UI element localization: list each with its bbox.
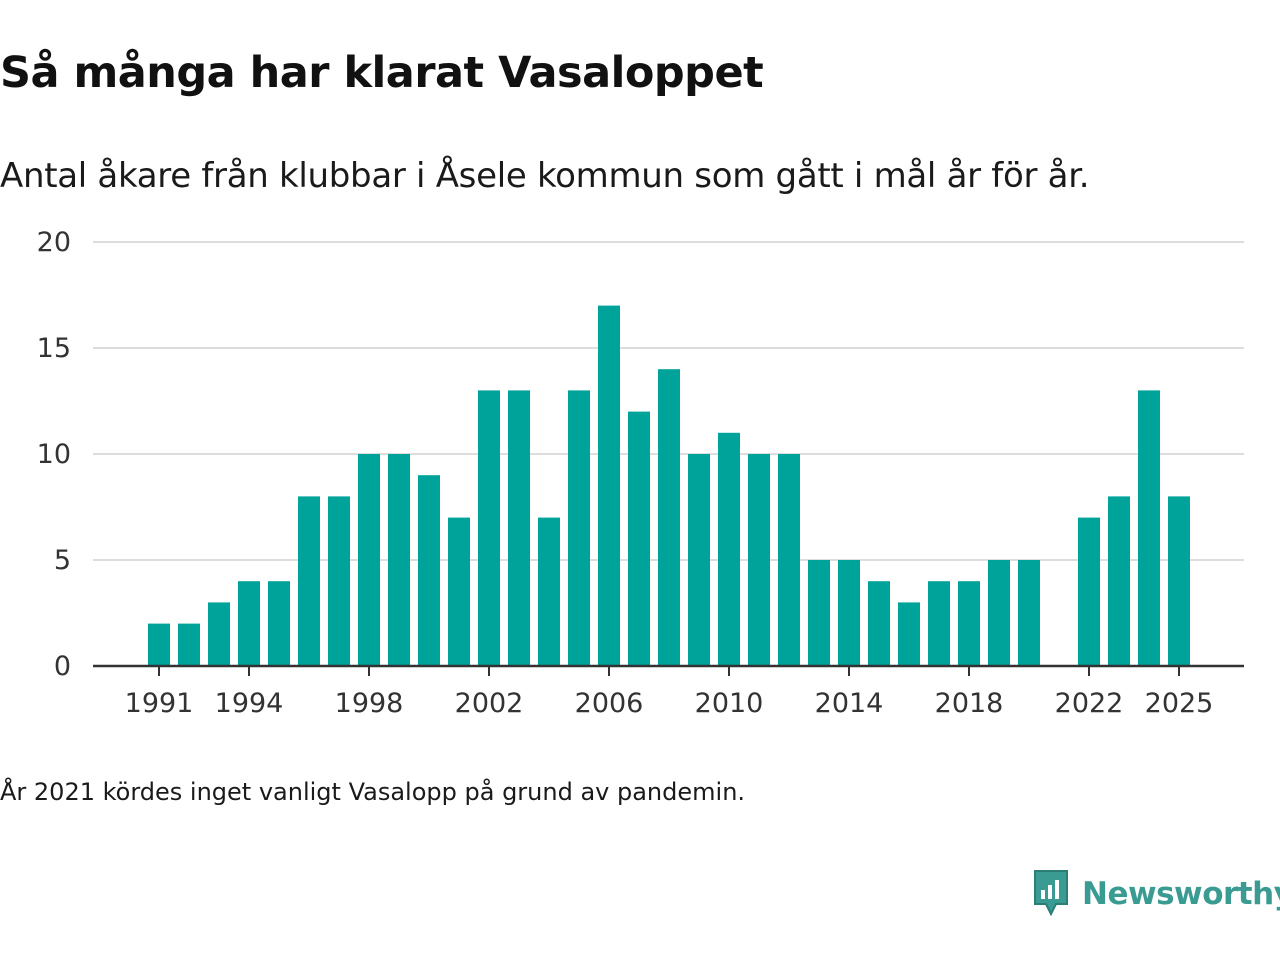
y-tick-label-0: 0 [54,651,71,682]
bar-1993 [208,602,230,666]
x-tick-label-2010: 2010 [695,688,764,719]
x-tick-label-2014: 2014 [815,688,884,719]
y-tick-label-20: 20 [37,227,71,258]
bar-1996 [298,496,320,666]
bar-2011 [748,454,770,666]
bar-2022 [1078,517,1100,666]
bar-2019 [988,560,1010,666]
bar-2018 [958,581,980,666]
bar-2005 [568,390,590,666]
y-tick-label-5: 5 [54,545,71,576]
bar-1991 [148,623,170,666]
bar-1995 [268,581,290,666]
bar-2017 [928,581,950,666]
x-tick-label-2022: 2022 [1055,688,1124,719]
bar-2015 [868,581,890,666]
x-tick-label-2025: 2025 [1145,688,1214,719]
bar-1998 [358,454,380,666]
newsworthy-logo-icon [1034,870,1068,917]
bar-2023 [1108,496,1130,666]
bar-2000 [418,475,440,666]
bar-1994 [238,581,260,666]
x-tick-label-2006: 2006 [575,688,644,719]
bar-1999 [388,454,410,666]
chart-subtitle: Antal åkare från klubbar i Åsele kommun … [0,156,1090,196]
x-tick-label-2002: 2002 [455,688,524,719]
bar-1997 [328,496,350,666]
bar-2006 [598,305,620,666]
bar-2009 [688,454,710,666]
footnote: År 2021 kördes inget vanligt Vasalopp på… [0,778,746,806]
x-tick-label-1994: 1994 [215,688,284,719]
bar-2012 [778,454,800,666]
bar-2003 [508,390,530,666]
chart-title: Så många har klarat Vasaloppet [0,48,764,98]
bar-2008 [658,369,680,666]
bar-2014 [838,560,860,666]
bar-2013 [808,560,830,666]
bar-2025 [1168,496,1190,666]
bar-2007 [628,411,650,666]
bar-2020 [1018,560,1040,666]
newsworthy-brand: Newsworthy [1032,868,1280,920]
bar-2001 [448,517,470,666]
y-tick-label-10: 10 [37,439,71,470]
brand-name: Newsworthy [1082,876,1280,912]
bar-2016 [898,602,920,666]
x-tick-label-1998: 1998 [335,688,404,719]
bar-chart: 0 5 10 15 20 1991 1994 1998 2002 2006 2010 2014 2018… [37,227,1244,719]
bar-1992 [178,623,200,666]
bar-2024 [1138,390,1160,666]
bar-2002 [478,390,500,666]
bar-2010 [718,432,740,666]
bar-2004 [538,517,560,666]
x-tick-label-2018: 2018 [935,688,1004,719]
x-tick-label-1991: 1991 [125,688,194,719]
y-tick-label-15: 15 [37,333,71,364]
